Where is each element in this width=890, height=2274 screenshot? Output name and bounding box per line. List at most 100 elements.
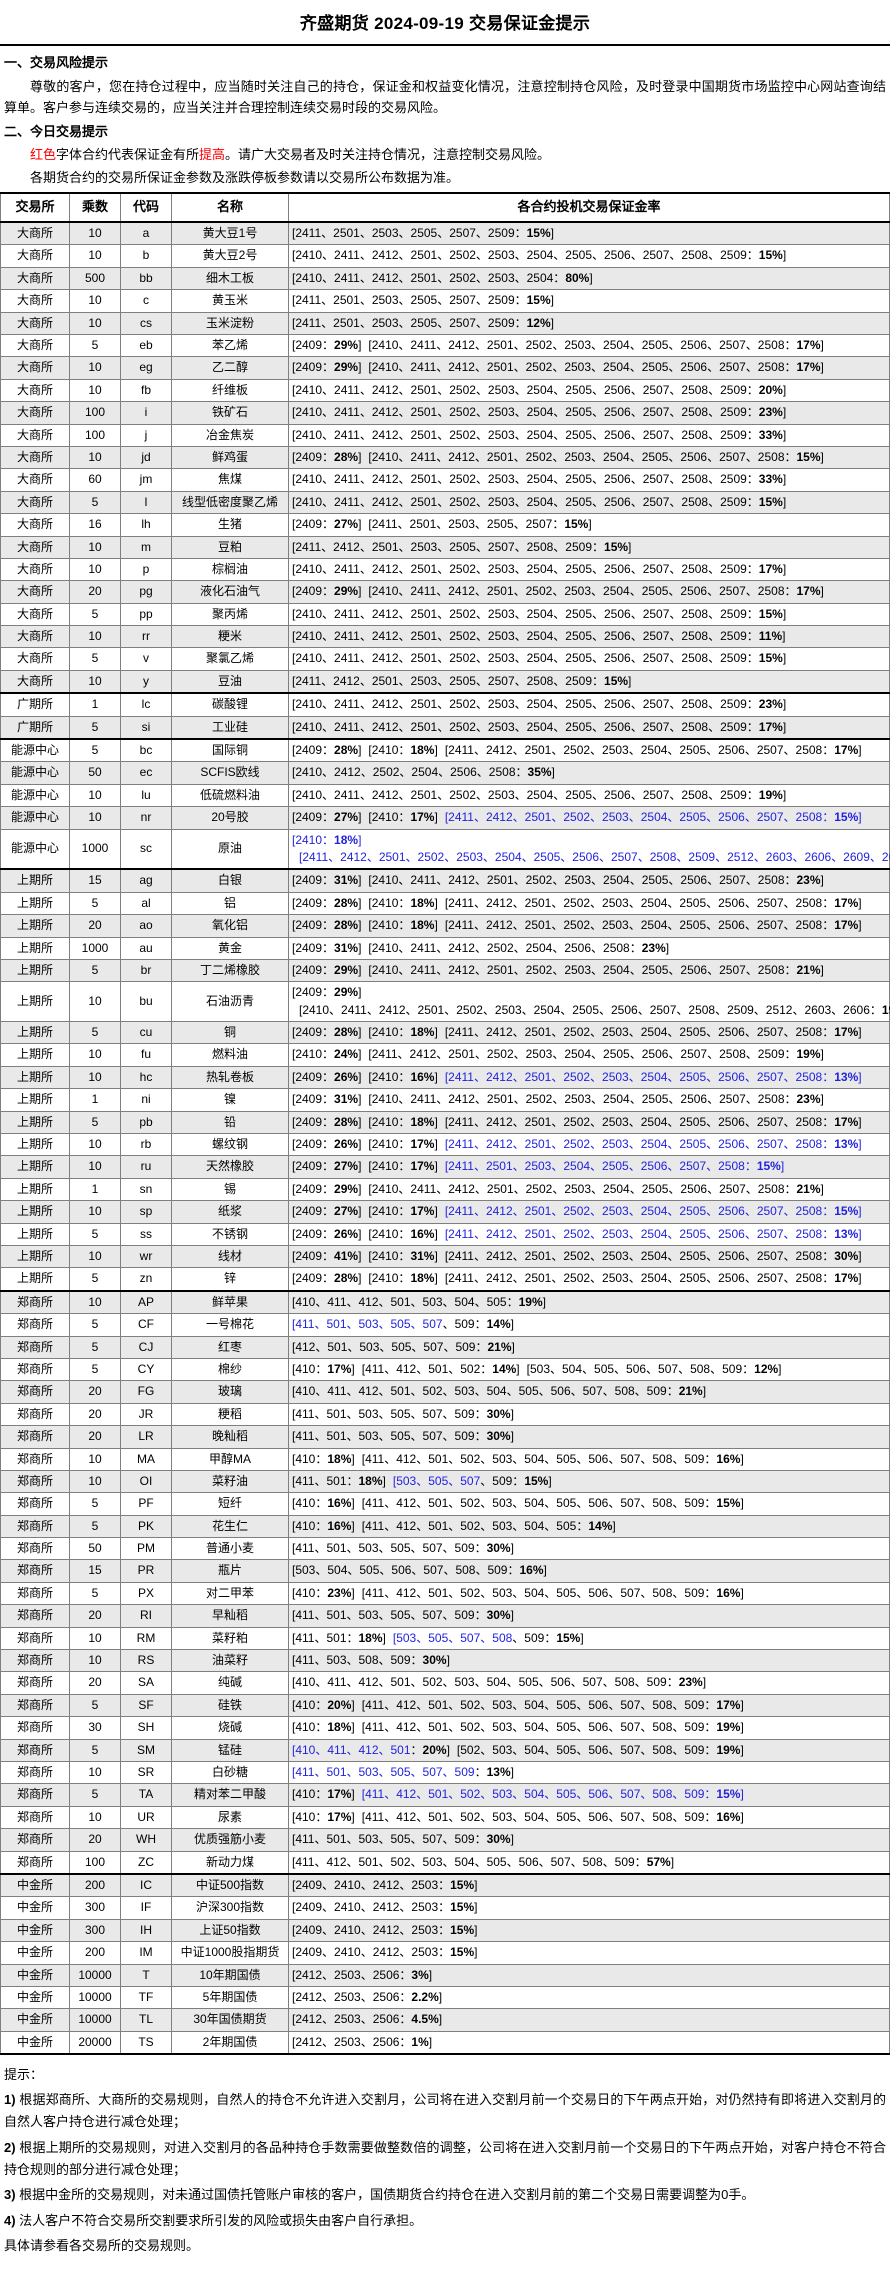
margin-rate-group: [410：17%] [292, 1361, 355, 1376]
margin-rate-value: 31% [410, 1249, 435, 1263]
margin-rate-value: 14% [588, 1518, 613, 1533]
cell-margin-rate: [2409：29%] [2410、2411、2412、2501、2502、2503… [288, 1177, 890, 1202]
cell-margin-rate: [2410、2411、2412、2501、2502、2503、2504、2505… [288, 244, 890, 268]
cell-name: 玉米淀粉 [171, 311, 289, 335]
margin-rate-value: 12% [754, 1361, 779, 1376]
table-row: 中金所 200 IM 中证1000股指期货 [2409、2410、2412、2503：1… [0, 1941, 890, 1965]
margin-rate-group: [2410、2411、2412、2501、2502、2503、2504、2505… [292, 629, 786, 644]
margin-rate-group: [2410：16%] [368, 1069, 438, 1084]
cell-name: 早籼稻 [171, 1604, 289, 1628]
table-row: 郑商所 5 PF 短纤 [410：16%] [411、412、501、502、503、50… [0, 1492, 890, 1516]
cell-exchange: 郑商所 [0, 1649, 70, 1673]
cell-exchange: 郑商所 [0, 1828, 70, 1852]
cell-multiplier: 30 [69, 1716, 121, 1740]
table-row: 郑商所 5 SM 锰硅 [410、411、412、501：20%] [502、503、50… [0, 1738, 890, 1762]
margin-rate-group: [2409、2410、2412、2503：15%] [292, 1922, 478, 1937]
cell-exchange: 郑商所 [0, 1357, 70, 1382]
margin-rate-group: [2410：17%] [368, 1159, 438, 1174]
margin-rate-value: 26% [334, 1226, 359, 1241]
cell-margin-rate: [410：16%] [411、412、501、502、503、504、505：14… [288, 1514, 890, 1539]
cell-exchange: 中金所 [0, 2030, 70, 2056]
footer-closing: 具体请参看各交易所的交易规则。 [4, 2238, 200, 2254]
cell-code: cu [120, 1021, 172, 1045]
cell-code: OI [120, 1469, 172, 1494]
cell-name: 鲜苹果 [171, 1289, 289, 1315]
margin-rate-value: 18% [410, 895, 435, 910]
table-row: 大商所 5 l 线型低密度聚乙烯 [2410、2411、2412、2501、2502、2… [0, 490, 890, 515]
cell-code: a [120, 221, 172, 246]
cell-margin-rate: [411、501：18%] [503、505、507、509：15%] [288, 1469, 890, 1494]
cell-margin-rate: [2411、2501、2503、2505、2507、2509：12%] [288, 311, 890, 335]
cell-code: PF [120, 1492, 172, 1516]
cell-exchange: 郑商所 [0, 1850, 70, 1875]
table-row: 郑商所 5 TA 精对苯二甲酸 [410：17%] [411、412、501、502、50… [0, 1783, 890, 1807]
footer-notes-list: 1) 根据郑商所、大商所的交易规则，自然人的持仓不允许进入交割月，公司将在进入交… [4, 2089, 886, 2232]
margin-rate-group: [2411、2412、2501、2502、2503、2504、2505、2506… [444, 1069, 862, 1084]
margin-rate-group: [410、411、412、501、503、504、505：19%] [292, 1294, 546, 1309]
margin-rate-group: [2412、2503、2506：2.2%] [292, 1989, 443, 2004]
cell-exchange: 上期所 [0, 1222, 70, 1247]
cell-name: 纤维板 [171, 378, 289, 403]
footer-note: 4) 法人客户不符合交易所交割要求所引发的风险或损失由客户自行承担。 [4, 2212, 423, 2228]
cell-multiplier: 10 [69, 445, 121, 470]
table-row: 大商所 10 y 豆油 [2411、2412、2501、2503、2505、2507、2… [0, 669, 890, 694]
margin-rate-value: 27% [334, 517, 359, 532]
cell-exchange: 大商所 [0, 311, 70, 335]
cell-name: 乙二醇 [171, 356, 289, 380]
margin-rate-group: [2410：17%] [368, 1137, 438, 1152]
margin-rate-group: [2411、2412、2501、2502、2503、2504、2505、2506… [444, 1271, 862, 1286]
margin-rate-value: 15% [524, 1473, 549, 1488]
margin-rate-group: [410、411、412、501、502、503、504、505、506、507… [292, 1675, 707, 1690]
margin-rate-group: [411、501：18%] [292, 1630, 386, 1645]
cell-margin-rate: [2409：29%] [2410、2411、2412、2501、2502、2503… [288, 580, 890, 604]
cell-code: pg [120, 580, 172, 604]
cell-multiplier: 20 [69, 914, 121, 938]
margin-rate-value: 17% [796, 584, 821, 599]
margin-rate-group: [502、503、504、505、506、507、508、509：19%] [456, 1742, 744, 1757]
table-row: 郑商所 20 JR 粳稻 [411、501、503、505、507、509：30%] [0, 1402, 890, 1427]
margin-rate-value: 30% [486, 1608, 511, 1623]
cell-multiplier: 5 [69, 1222, 121, 1247]
cell-multiplier: 20 [69, 580, 121, 604]
margin-rate-value: 18% [358, 1473, 383, 1488]
margin-rate-value: 17% [796, 360, 821, 375]
cell-margin-rate: [410：16%] [411、412、501、502、503、504、505、50… [288, 1492, 890, 1516]
cell-name: 螺纹钢 [171, 1133, 289, 1157]
cell-name: 石油沥青 [171, 981, 289, 1023]
table-row: 中金所 10000 TL 30年国债期货 [2412、2503、2506：4.5%] [0, 2008, 890, 2032]
table-row: 郑商所 10 OI 菜籽油 [411、501：18%] [503、505、507、509：… [0, 1469, 890, 1494]
margin-rate-group: [411、501、503、505、507、509：30%] [292, 1832, 514, 1847]
cell-multiplier: 5 [69, 891, 121, 916]
table-row: 大商所 16 lh 生猪 [2409：27%] [2411、2501、2503、2505、… [0, 513, 890, 537]
cell-multiplier: 1000 [69, 828, 121, 870]
margin-rate-value: 12% [526, 315, 551, 330]
cell-code: zn [120, 1267, 172, 1292]
cell-name: 焦煤 [171, 468, 289, 492]
margin-rate-value: 15% [716, 1496, 741, 1511]
margin-rate-group: [411、412、501、502、503、504、505、506、507、508… [361, 1720, 744, 1735]
table-row: 大商所 500 bb 细木工板 [2410、2411、2412、2501、2502、25… [0, 266, 890, 291]
table-row: 大商所 10 m 豆粕 [2411、2412、2501、2503、2505、2507、2… [0, 535, 890, 559]
cell-margin-rate: [2410、2411、2412、2501、2502、2503、2504、2505… [288, 692, 890, 717]
cell-margin-rate: [2410、2411、2412、2501、2502、2503、2504：80%] [288, 266, 890, 291]
cell-multiplier: 5 [69, 1514, 121, 1539]
cell-exchange: 大商所 [0, 669, 70, 694]
cell-code: al [120, 891, 172, 916]
cell-code: rr [120, 625, 172, 649]
margin-rate-group: [2410：17%] [368, 1204, 438, 1219]
margin-rate-value: 31% [334, 1092, 359, 1107]
margin-rate-value: 15% [450, 1900, 475, 1915]
margin-rate-value: 17% [410, 1137, 435, 1152]
table-row: 大商所 10 c 黄玉米 [2411、2501、2503、2505、2507、2509：… [0, 289, 890, 313]
margin-rate-group: [410、411、412、501、502、503、504、505、506、507… [292, 1384, 707, 1399]
margin-rate-value: 17% [327, 1809, 352, 1824]
cell-exchange: 上期所 [0, 981, 70, 1023]
cell-margin-rate: [2410：18%] [2411、2412、2501、2502、2503、2504… [288, 828, 890, 870]
cell-exchange: 广期所 [0, 692, 70, 717]
cell-margin-rate: [2409：26%] [2410：16%] [2411、2412、2501、2502… [288, 1222, 890, 1247]
cell-code: jd [120, 445, 172, 470]
table-row: 大商所 5 eb 苯乙烯 [2409：29%] [2410、2411、2412、2501、… [0, 333, 890, 358]
cell-code: CF [120, 1313, 172, 1337]
cell-exchange: 大商所 [0, 356, 70, 380]
cell-name: 棕榈油 [171, 557, 289, 582]
